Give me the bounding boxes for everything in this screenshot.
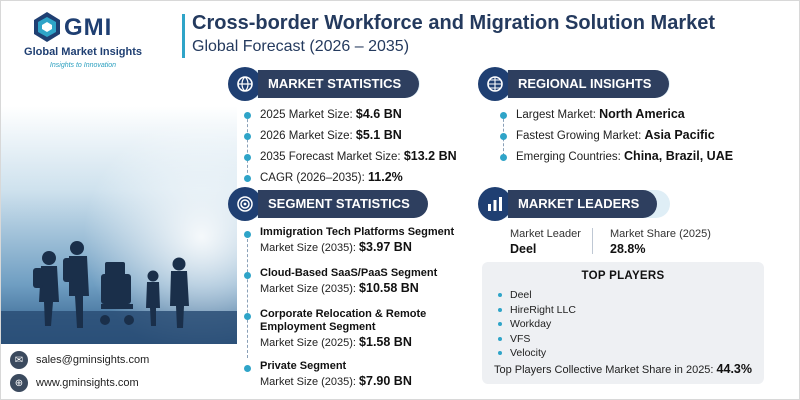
top-players-list: Deel HireRight LLC Workday VFS Velocity <box>498 288 576 361</box>
brand-tagline: Insights to Innovation <box>49 62 117 69</box>
email-icon: ✉ <box>10 351 28 369</box>
market-leader-label: Market Leader <box>510 228 581 240</box>
regional-insights-title: REGIONAL INSIGHTS <box>508 70 670 98</box>
market-share-block: Market Share (2025) 28.8% <box>610 228 711 256</box>
market-stat-item: 2026 Market Size: $5.1 BN <box>244 125 457 146</box>
page-subtitle: Global Forecast (2026 – 2035) <box>192 38 410 55</box>
market-leaders-title: MARKET LEADERS <box>508 190 658 218</box>
market-stat-item: 2025 Market Size: $4.6 BN <box>244 104 457 125</box>
regional-item: Largest Market: North America <box>500 104 733 125</box>
market-statistics-header: MARKET STATISTICS <box>228 67 420 101</box>
brand-full-name: Global Market Insights <box>24 46 142 58</box>
segment-item: Corporate Relocation & Remote Employment… <box>244 308 476 360</box>
regional-item: Fastest Growing Market: Asia Pacific <box>500 125 733 146</box>
top-player-item: VFS <box>498 332 576 347</box>
list-connector <box>247 114 248 178</box>
web-icon: ⊕ <box>10 374 28 392</box>
contact-website[interactable]: www.gminsights.com <box>36 377 139 389</box>
globe-gear-icon <box>228 67 262 101</box>
regional-insights-header: REGIONAL INSIGHTS <box>478 67 670 101</box>
market-stat-item: 2035 Forecast Market Size: $13.2 BN <box>244 146 457 167</box>
segment-statistics-list: Immigration Tech Platforms Segment Marke… <box>244 226 476 400</box>
leaders-divider <box>592 228 593 254</box>
segment-item: Immigration Tech Platforms Segment Marke… <box>244 226 476 267</box>
top-player-item: Workday <box>498 317 576 332</box>
regional-item: Emerging Countries: China, Brazil, UAE <box>500 146 733 167</box>
target-icon <box>228 187 262 221</box>
contact-email-row[interactable]: ✉ sales@gminsights.com <box>10 350 149 370</box>
globe-icon <box>478 67 512 101</box>
page-title: Cross-border Workforce and Migration Sol… <box>192 12 716 34</box>
title-accent-bar <box>182 14 185 58</box>
brand-short-name: GMI <box>64 14 113 41</box>
market-stat-item: CAGR (2026–2035): 11.2% <box>244 167 457 188</box>
regional-insights-list: Largest Market: North America Fastest Gr… <box>500 104 733 167</box>
market-share-label: Market Share (2025) <box>610 228 711 240</box>
segment-item: Cloud-Based SaaS/PaaS Segment Market Siz… <box>244 267 476 308</box>
market-statistics-title: MARKET STATISTICS <box>258 70 420 98</box>
top-player-item: Velocity <box>498 346 576 361</box>
top-player-item: Deel <box>498 288 576 303</box>
market-leaders-header: MARKET LEADERS <box>478 187 670 221</box>
segment-statistics-title: SEGMENT STATISTICS <box>258 190 428 218</box>
bar-chart-icon <box>478 187 512 221</box>
top-player-item: HireRight LLC <box>498 303 576 318</box>
market-leader-block: Market Leader Deel <box>510 228 581 256</box>
market-share-value: 28.8% <box>610 242 646 256</box>
market-leader-value: Deel <box>510 242 537 256</box>
top-players-panel: TOP PLAYERS Deel HireRight LLC Workday V… <box>482 262 764 384</box>
top-players-collective-share: Top Players Collective Market Share in 2… <box>493 362 752 376</box>
segment-item: Private Segment Market Size (2035): $7.9… <box>244 360 476 400</box>
segment-statistics-header: SEGMENT STATISTICS <box>228 187 428 221</box>
gmi-logo-icon <box>34 12 60 42</box>
list-connector <box>247 234 248 358</box>
top-players-title: TOP PLAYERS <box>581 270 665 282</box>
brand-logo[interactable]: GMI Global Market Insights Insights to I… <box>8 12 158 82</box>
travellers-illustration <box>1 106 237 344</box>
market-statistics-list: 2025 Market Size: $4.6 BN 2026 Market Si… <box>244 104 457 188</box>
contact-email[interactable]: sales@gminsights.com <box>36 354 150 366</box>
contact-website-row[interactable]: ⊕ www.gminsights.com <box>10 373 139 393</box>
